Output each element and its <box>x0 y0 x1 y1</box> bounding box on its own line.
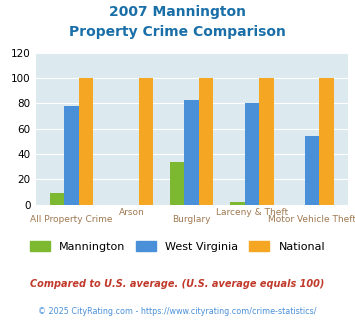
Bar <box>185 100 199 205</box>
Bar <box>64 106 78 205</box>
Bar <box>319 78 334 205</box>
Bar <box>245 103 259 205</box>
Bar <box>50 193 64 205</box>
Bar <box>78 78 93 205</box>
Bar <box>139 78 153 205</box>
Text: Larceny & Theft: Larceny & Theft <box>216 209 288 217</box>
Text: Burglary: Burglary <box>173 215 211 224</box>
Bar <box>230 202 245 205</box>
Bar <box>305 136 319 205</box>
Text: Compared to U.S. average. (U.S. average equals 100): Compared to U.S. average. (U.S. average … <box>30 279 325 289</box>
Text: © 2025 CityRating.com - https://www.cityrating.com/crime-statistics/: © 2025 CityRating.com - https://www.city… <box>38 307 317 316</box>
Text: 2007 Mannington: 2007 Mannington <box>109 5 246 19</box>
Text: Motor Vehicle Theft: Motor Vehicle Theft <box>268 215 355 224</box>
Bar <box>199 78 213 205</box>
Bar <box>170 162 185 205</box>
Text: All Property Crime: All Property Crime <box>30 215 113 224</box>
Legend: Mannington, West Virginia, National: Mannington, West Virginia, National <box>26 237 329 256</box>
Text: Arson: Arson <box>119 209 144 217</box>
Text: Property Crime Comparison: Property Crime Comparison <box>69 25 286 39</box>
Bar <box>259 78 274 205</box>
